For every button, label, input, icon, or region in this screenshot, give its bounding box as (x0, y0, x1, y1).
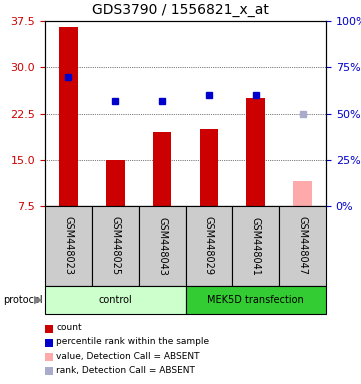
Text: rank, Detection Call = ABSENT: rank, Detection Call = ABSENT (56, 366, 195, 374)
Bar (59, 27, 78, 206)
Bar (293, 181, 312, 206)
Text: GSM448025: GSM448025 (110, 217, 120, 276)
Text: count: count (56, 323, 82, 333)
Text: value, Detection Call = ABSENT: value, Detection Call = ABSENT (56, 351, 200, 361)
Bar (200, 129, 218, 206)
Text: GSM448043: GSM448043 (157, 217, 167, 275)
Bar (247, 98, 265, 206)
Text: GDS3790 / 1556821_x_at: GDS3790 / 1556821_x_at (92, 3, 269, 17)
Bar (106, 160, 125, 206)
Text: MEK5D transfection: MEK5D transfection (207, 295, 304, 305)
Bar (153, 132, 171, 206)
Text: protocol: protocol (3, 295, 43, 305)
Text: GSM448023: GSM448023 (64, 217, 73, 275)
Text: GSM448041: GSM448041 (251, 217, 261, 275)
Text: percentile rank within the sample: percentile rank within the sample (56, 338, 209, 346)
Text: GSM448047: GSM448047 (297, 217, 308, 275)
Text: GSM448029: GSM448029 (204, 217, 214, 275)
Text: control: control (99, 295, 132, 305)
Text: ▶: ▶ (34, 295, 42, 305)
